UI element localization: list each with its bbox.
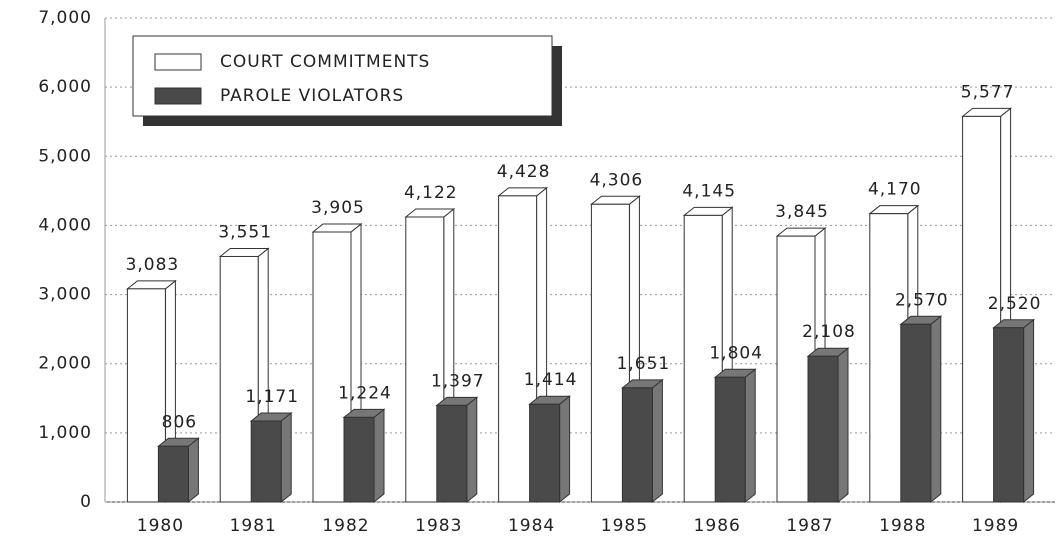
legend-swatch	[154, 87, 202, 105]
legend-swatch	[154, 53, 202, 71]
x-tick-label: 1985	[601, 516, 648, 536]
bar-side	[466, 396, 478, 504]
bar	[621, 387, 653, 503]
y-tick-label: 5,000	[38, 146, 92, 166]
bar	[157, 445, 189, 503]
bar	[993, 327, 1025, 503]
bar-side	[837, 347, 849, 504]
bar	[900, 323, 932, 503]
value-label: 2,108	[802, 322, 856, 342]
bar	[714, 376, 746, 503]
value-label: 3,845	[775, 202, 829, 222]
value-label: 2,520	[988, 294, 1042, 314]
legend	[132, 35, 553, 117]
x-tick-label: 1982	[322, 516, 369, 536]
bar-side	[187, 437, 199, 504]
x-tick-label: 1981	[230, 516, 277, 536]
y-tick-label: 1,000	[38, 423, 92, 443]
bar-side	[651, 378, 663, 504]
y-tick-label: 3,000	[38, 285, 92, 305]
x-tick-label: 1980	[137, 516, 184, 536]
value-label: 1,224	[338, 383, 392, 403]
bar	[529, 403, 561, 503]
x-tick-label: 1987	[786, 516, 833, 536]
x-tick-label: 1986	[694, 516, 741, 536]
bar-side	[930, 315, 942, 504]
value-label: 1,171	[245, 387, 299, 407]
y-tick-label: 4,000	[38, 215, 92, 235]
y-tick-label: 7,000	[38, 8, 92, 28]
value-label: 1,397	[431, 371, 485, 391]
y-tick-label: 6,000	[38, 77, 92, 97]
bar-side	[1023, 318, 1035, 504]
bar	[219, 255, 259, 503]
value-label: 4,428	[497, 162, 551, 182]
bar	[807, 355, 839, 503]
y-tick-label: 2,000	[38, 354, 92, 374]
value-label: 3,551	[218, 222, 272, 242]
value-label: 4,122	[404, 183, 458, 203]
value-label: 3,083	[126, 255, 180, 275]
value-label: 806	[162, 412, 197, 432]
bar-side	[280, 411, 292, 504]
value-label: 4,170	[868, 180, 922, 200]
x-tick-label: 1983	[415, 516, 462, 536]
value-label: 1,651	[617, 354, 671, 374]
legend-label: PAROLE VIOLATORS	[220, 86, 404, 106]
x-tick-label: 1984	[508, 516, 555, 536]
bar-side	[559, 395, 571, 504]
x-tick-label: 1989	[972, 516, 1019, 536]
value-label: 5,577	[961, 82, 1015, 102]
value-label: 4,306	[590, 170, 644, 190]
value-label: 2,570	[895, 290, 949, 310]
value-label: 3,905	[311, 198, 365, 218]
y-tick-label: 0	[80, 492, 92, 512]
x-tick-label: 1988	[879, 516, 926, 536]
legend-label: COURT COMMITMENTS	[220, 52, 430, 72]
bar	[250, 420, 282, 503]
value-label: 1,414	[524, 370, 578, 390]
bar	[436, 404, 468, 503]
value-label: 1,804	[709, 343, 763, 363]
value-label: 4,145	[682, 181, 736, 201]
bar-side	[373, 408, 385, 504]
bar-side	[744, 368, 756, 504]
bar	[343, 416, 375, 503]
